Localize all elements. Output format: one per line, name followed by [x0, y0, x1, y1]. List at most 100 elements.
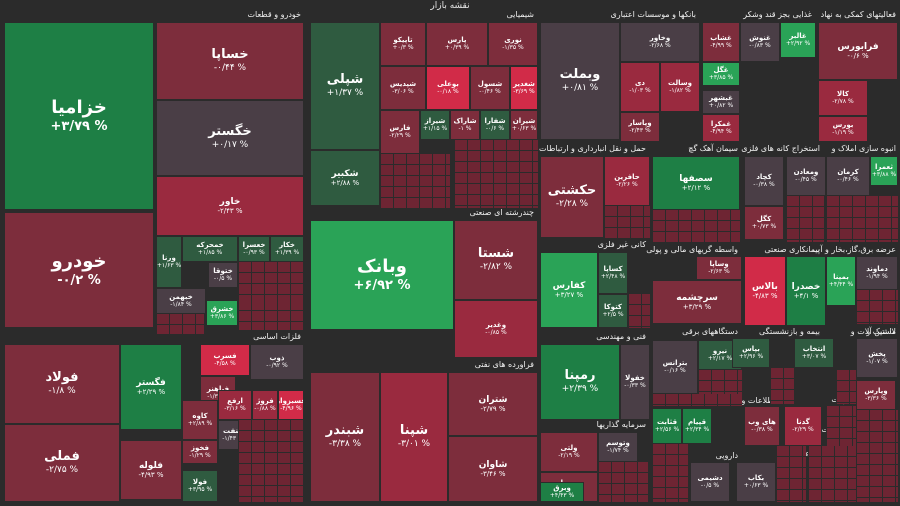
stock-tile[interactable]: حکشتی -۲/۲۸ %: [540, 156, 604, 238]
small-stocks-cluster[interactable]: [628, 294, 650, 328]
stock-tile[interactable]: شغدیر -۳/۶۹ %: [510, 66, 538, 110]
stock-tile[interactable]: خفولا -۰/۳۳ %: [620, 344, 650, 420]
stock-tile[interactable]: خگستر +۰/۱۷ %: [156, 100, 304, 176]
small-stocks-cluster[interactable]: [786, 196, 824, 242]
stock-tile[interactable]: پارس +۰/۳۹ %: [426, 22, 488, 66]
small-stocks-cluster[interactable]: [826, 196, 898, 242]
stock-tile[interactable]: خکار +۱/۳۹ %: [270, 236, 304, 262]
stock-tile[interactable]: بورس -۱/۱۹ %: [818, 116, 868, 142]
stock-tile[interactable]: قپیام +۲/۳۴ %: [682, 408, 712, 444]
stock-tile[interactable]: وسالت -۱/۸۲ %: [660, 62, 700, 112]
stock-tile[interactable]: شسول -۰/۴۶ %: [470, 66, 510, 110]
small-stocks-cluster[interactable]: [776, 446, 806, 502]
stock-tile[interactable]: فخوز -۱/۲۹ %: [182, 440, 218, 464]
stock-tile[interactable]: ارفع -۳/۱۶ %: [218, 390, 252, 420]
small-stocks-cluster[interactable]: [652, 444, 688, 502]
stock-tile[interactable]: بالاس -۴/۸۳ %: [744, 256, 786, 326]
stock-tile[interactable]: دی -۱/۰۳ %: [620, 62, 660, 112]
stock-tile[interactable]: فسبزوار-۴/۹۶ %: [278, 390, 304, 420]
stock-tile[interactable]: کتوکا +۲/۵ %: [598, 294, 628, 328]
stock-tile[interactable]: شپلی +۱/۳۷ %: [310, 22, 380, 150]
stock-tile[interactable]: بوعلی -۰/۱۸ %: [426, 66, 470, 110]
stock-tile[interactable]: فلوله -۴/۹۳ %: [120, 440, 182, 500]
stock-tile[interactable]: وبرق +۴/۴۳ %: [540, 482, 584, 502]
stock-tile[interactable]: شیران +۰/۶۳ %: [510, 110, 538, 140]
stock-tile[interactable]: بترانس -۰/۱۶ %: [652, 340, 698, 394]
stock-tile[interactable]: شکبیر +۲/۸۸ %: [310, 150, 380, 206]
stock-tile[interactable]: ذوب -۰/۹۲ %: [250, 344, 304, 380]
stock-tile[interactable]: شیراز +۱/۱۵ %: [420, 110, 450, 140]
stock-tile[interactable]: ثعمرا +۳/۸۸ %: [870, 156, 898, 186]
stock-tile[interactable]: بپاس +۲/۹۶ %: [732, 338, 770, 368]
stock-tile[interactable]: ومعادن -۰/۴۵ %: [786, 156, 826, 196]
stock-tile[interactable]: شفارا -۰/۶ %: [480, 110, 510, 140]
stock-tile[interactable]: وتوسم -۱/۷۴ %: [598, 432, 638, 462]
stock-tile[interactable]: دشیمی -۰/۵ %: [690, 462, 730, 502]
stock-tile[interactable]: سصفها +۲/۱۲ %: [652, 156, 740, 210]
stock-tile[interactable]: های وب -۰/۳۸ %: [744, 406, 780, 446]
stock-tile[interactable]: غبشهر +۰/۸۲ %: [702, 90, 740, 114]
stock-tile[interactable]: حافرین -۲/۲۶ %: [604, 156, 650, 206]
stock-tile[interactable]: خعسرا -۰/۹۳ %: [238, 236, 270, 262]
stock-tile[interactable]: فرابورس -۰/۶ %: [818, 22, 898, 80]
stock-tile[interactable]: غنوش -۰/۸۳ %: [740, 22, 780, 62]
stock-tile[interactable]: وساپا -۲/۶۳ %: [696, 256, 742, 280]
small-stocks-cluster[interactable]: [604, 206, 650, 238]
stock-tile[interactable]: خساپا -۰/۴۴ %: [156, 22, 304, 100]
stock-tile[interactable]: شاوان -۳/۴۶ %: [448, 436, 538, 502]
stock-tile[interactable]: فگستر +۲/۲۹ %: [120, 344, 182, 430]
stock-tile[interactable]: خبهمن -۱/۸۴ %: [156, 288, 206, 314]
stock-tile[interactable]: ولتی -۲/۱۹ %: [540, 432, 598, 472]
stock-tile[interactable]: شستا -۲/۸۲ %: [454, 220, 538, 300]
stock-tile[interactable]: فسرب -۴/۵۸ %: [200, 344, 250, 376]
stock-tile[interactable]: فارس -۲/۲۹ %: [380, 110, 420, 154]
small-stocks-cluster[interactable]: [454, 140, 538, 208]
stock-tile[interactable]: ختوقا -۰/۵ %: [208, 262, 238, 288]
small-stocks-cluster[interactable]: [856, 410, 898, 502]
stock-tile[interactable]: وغدیر -۰/۸۵ %: [454, 300, 538, 358]
stock-tile[interactable]: کساپا +۲/۴۸ %: [598, 252, 628, 294]
stock-tile[interactable]: غشاب -۴/۹۹ %: [702, 22, 740, 62]
stock-tile[interactable]: قثابت +۲/۵۶ %: [652, 408, 682, 444]
stock-tile[interactable]: خمحرکه +۱/۸۵ %: [182, 236, 238, 262]
stock-tile[interactable]: انتخاب +۳/۰۷ %: [794, 338, 834, 368]
stock-tile[interactable]: رمپنا +۲/۳۹ %: [540, 344, 620, 420]
stock-tile[interactable]: خشرق +۳/۸۶ %: [206, 300, 238, 326]
stock-tile[interactable]: خصدرا +۴/۱ %: [786, 256, 826, 326]
stock-tile[interactable]: کالا -۲/۷۸ %: [818, 80, 868, 116]
stock-tile[interactable]: وخاور -۲/۶۸ %: [620, 22, 700, 62]
small-stocks-cluster[interactable]: [856, 290, 898, 324]
stock-tile[interactable]: وپاسار -۲/۴۳ %: [620, 112, 660, 142]
stock-tile[interactable]: شتران -۲/۷۹ %: [448, 372, 538, 436]
stock-tile[interactable]: غگل +۳/۸۵ %: [702, 62, 740, 86]
stock-tile[interactable]: شاراک -۱ %: [450, 110, 480, 140]
stock-tile[interactable]: فولاد -۱/۸ %: [4, 344, 120, 424]
stock-tile[interactable]: فملی -۲/۷۵ %: [4, 424, 120, 502]
small-stocks-cluster[interactable]: [652, 394, 742, 406]
stock-tile[interactable]: خزامیا +۳/۷۹ %: [4, 22, 154, 210]
stock-tile[interactable]: نوری -۱/۳۵ %: [488, 22, 538, 66]
small-stocks-cluster[interactable]: [238, 300, 304, 330]
stock-tile[interactable]: کگل +۰/۷۳ %: [744, 206, 784, 240]
stock-tile[interactable]: خودرو -۰/۲ %: [4, 212, 154, 328]
stock-tile[interactable]: ورنا +۱/۶۳ %: [156, 236, 182, 288]
stock-tile[interactable]: غالبر +۲/۹۲ %: [780, 22, 816, 58]
stock-tile[interactable]: فروژ -۰/۸۸ %: [252, 390, 278, 420]
stock-tile[interactable]: کچاد -۰/۳۸ %: [744, 156, 784, 206]
stock-tile[interactable]: سرچشمه +۳/۲۹ %: [652, 280, 742, 324]
small-stocks-cluster[interactable]: [156, 314, 204, 334]
stock-tile[interactable]: پخش -۱/۰۷ %: [856, 338, 898, 378]
stock-tile[interactable]: کفارس +۳/۲۷ %: [540, 252, 598, 328]
stock-tile[interactable]: بکاب +۰/۶۳ %: [736, 462, 776, 502]
stock-tile[interactable]: وبملت +۰/۸۱ %: [540, 22, 620, 140]
stock-tile[interactable]: غمکرا -۴/۹۴ %: [702, 114, 740, 142]
small-stocks-cluster[interactable]: [826, 406, 856, 446]
stock-tile[interactable]: دماوند -۱/۹۴ %: [856, 256, 898, 290]
small-stocks-cluster[interactable]: [598, 462, 648, 502]
small-stocks-cluster[interactable]: [652, 210, 740, 242]
stock-tile[interactable]: شپدیس -۳/۰۶ %: [380, 66, 426, 110]
stock-tile[interactable]: کاوه +۲/۸۹ %: [182, 400, 218, 440]
small-stocks-cluster[interactable]: [808, 446, 856, 502]
stock-tile[interactable]: شپنا -۳/۰۱ %: [380, 372, 448, 502]
stock-tile[interactable]: وپارس -۳/۳۶ %: [856, 380, 896, 410]
